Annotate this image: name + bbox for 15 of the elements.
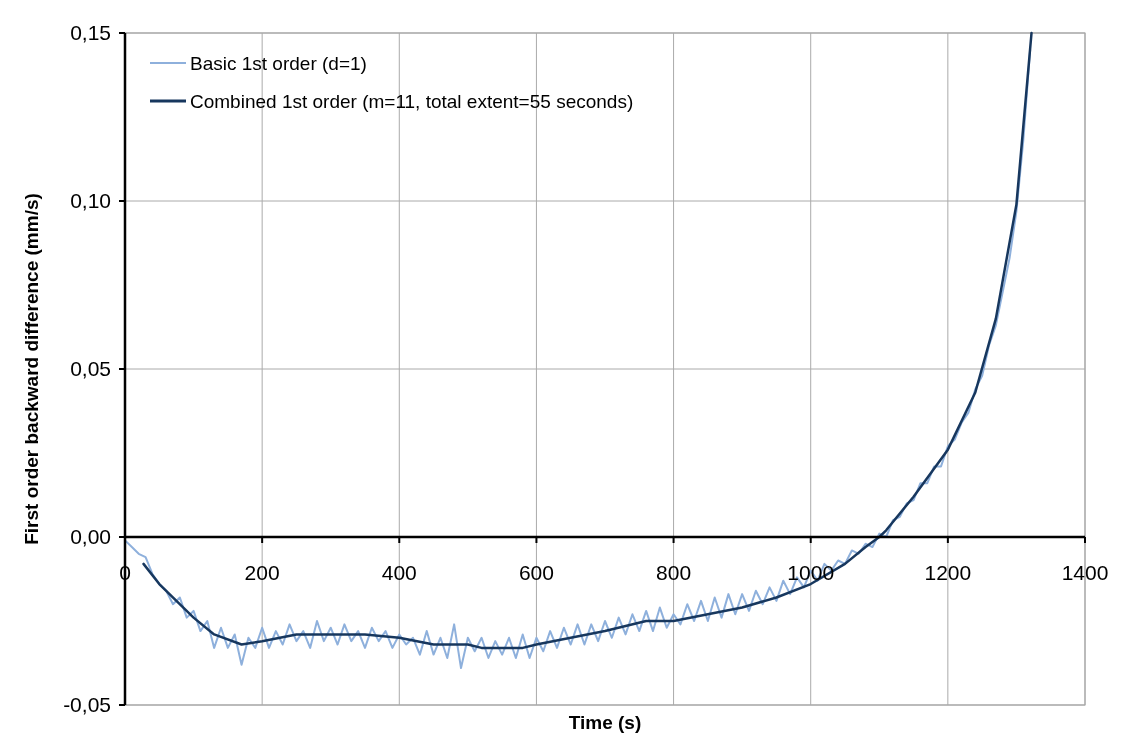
y-tick-label: 0,10 — [70, 189, 111, 212]
y-tick-label: -0,05 — [63, 693, 111, 716]
x-tick-label: 400 — [381, 561, 417, 584]
x-tick-label: 200 — [244, 561, 280, 584]
x-tick-label: 1400 — [1061, 561, 1109, 584]
y-tick-label: 0,15 — [70, 21, 111, 44]
legend-label: Combined 1st order (m=11, total extent=55 seconds) — [190, 91, 634, 112]
x-tick-label: 1200 — [924, 561, 972, 584]
legend-label: Basic 1st order (d=1) — [190, 53, 367, 74]
y-tick-label: 0,05 — [70, 357, 111, 380]
y-tick-label: 0,00 — [70, 525, 111, 548]
x-axis-title: Time (s) — [568, 712, 642, 733]
y-axis-title: First order backward difference (mm/s) — [21, 193, 42, 545]
x-tick-label: 600 — [518, 561, 554, 584]
x-tick-label: 800 — [656, 561, 692, 584]
